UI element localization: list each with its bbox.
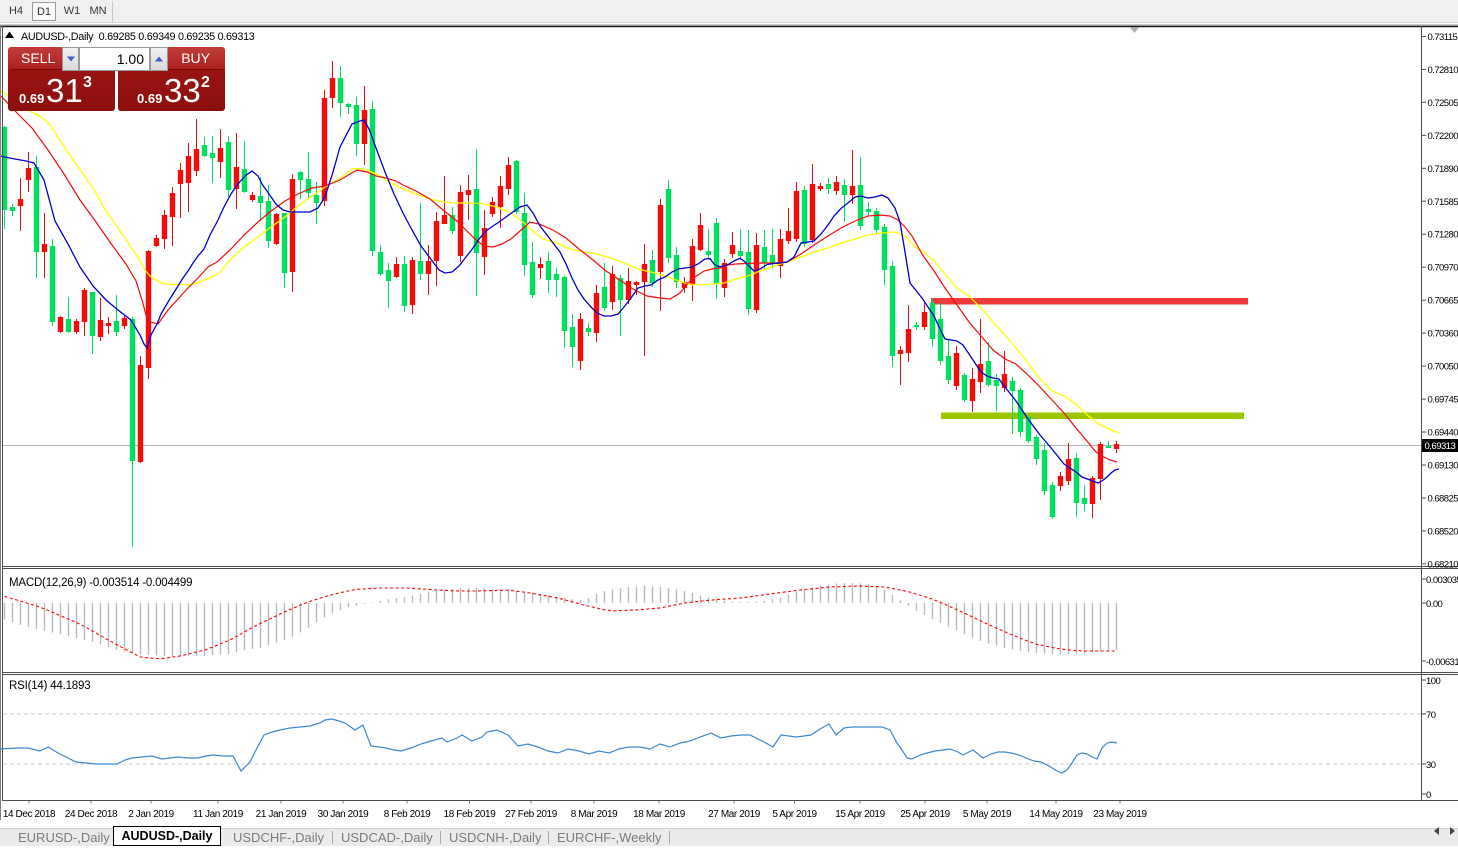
svg-text:0.70360: 0.70360	[1428, 329, 1458, 340]
svg-text:0.70665: 0.70665	[1428, 296, 1458, 307]
svg-text:0.68520: 0.68520	[1428, 526, 1458, 537]
svg-text:0.68825: 0.68825	[1428, 494, 1458, 505]
svg-text:RSI(14) 44.1893: RSI(14) 44.1893	[9, 680, 90, 692]
svg-text:70: 70	[1426, 710, 1436, 721]
svg-text:0.00: 0.00	[1426, 599, 1443, 610]
svg-text:5 May 2019: 5 May 2019	[963, 809, 1012, 820]
svg-text:14 Dec 2018: 14 Dec 2018	[3, 809, 56, 820]
svg-text:0.003035: 0.003035	[1426, 575, 1458, 586]
svg-text:27 Mar 2019: 27 Mar 2019	[708, 809, 761, 820]
svg-text:-0.00631: -0.00631	[1426, 657, 1458, 668]
svg-text:8 Mar 2019: 8 Mar 2019	[571, 809, 618, 820]
svg-text:24 Dec 2018: 24 Dec 2018	[65, 809, 118, 820]
svg-text:11 Jan 2019: 11 Jan 2019	[193, 809, 244, 820]
svg-text:2 Jan 2019: 2 Jan 2019	[128, 809, 174, 820]
svg-text:30: 30	[1426, 760, 1436, 771]
svg-text:0.68210: 0.68210	[1428, 559, 1458, 570]
svg-text:0.72505: 0.72505	[1428, 98, 1458, 109]
svg-text:30 Jan 2019: 30 Jan 2019	[318, 809, 369, 820]
svg-text:14 May 2019: 14 May 2019	[1029, 809, 1083, 820]
svg-text:0.72810: 0.72810	[1428, 65, 1458, 76]
svg-text:0.70050: 0.70050	[1428, 362, 1458, 373]
svg-text:100: 100	[1426, 676, 1440, 687]
svg-text:0.69313: 0.69313	[1425, 441, 1456, 452]
svg-text:AUDUSD-,Daily 0.69285 0.69349: AUDUSD-,Daily 0.69285 0.69349 0.69235 0.…	[21, 31, 255, 43]
svg-text:18 Feb 2019: 18 Feb 2019	[444, 809, 497, 820]
svg-text:0.71280: 0.71280	[1428, 230, 1458, 241]
svg-text:0.70970: 0.70970	[1428, 263, 1458, 274]
svg-text:0.71585: 0.71585	[1428, 197, 1458, 208]
svg-text:23 May 2019: 23 May 2019	[1093, 809, 1147, 820]
svg-text:25 Apr 2019: 25 Apr 2019	[900, 809, 950, 820]
svg-text:MACD(12,26,9) -0.003514 -0.004: MACD(12,26,9) -0.003514 -0.004499	[9, 577, 192, 589]
svg-text:5 Apr 2019: 5 Apr 2019	[772, 809, 817, 820]
svg-text:18 Mar 2019: 18 Mar 2019	[633, 809, 686, 820]
svg-text:0.69745: 0.69745	[1428, 395, 1458, 406]
svg-text:0.69440: 0.69440	[1428, 428, 1458, 439]
svg-text:8 Feb 2019: 8 Feb 2019	[384, 809, 431, 820]
svg-text:21 Jan 2019: 21 Jan 2019	[256, 809, 307, 820]
svg-text:27 Feb 2019: 27 Feb 2019	[505, 809, 558, 820]
svg-text:0.73115: 0.73115	[1428, 32, 1458, 43]
svg-text:0.72200: 0.72200	[1428, 131, 1458, 142]
svg-text:0: 0	[1426, 790, 1431, 801]
svg-text:0.71890: 0.71890	[1428, 164, 1458, 175]
svg-text:0.69130: 0.69130	[1428, 461, 1458, 472]
svg-text:15 Apr 2019: 15 Apr 2019	[835, 809, 885, 820]
